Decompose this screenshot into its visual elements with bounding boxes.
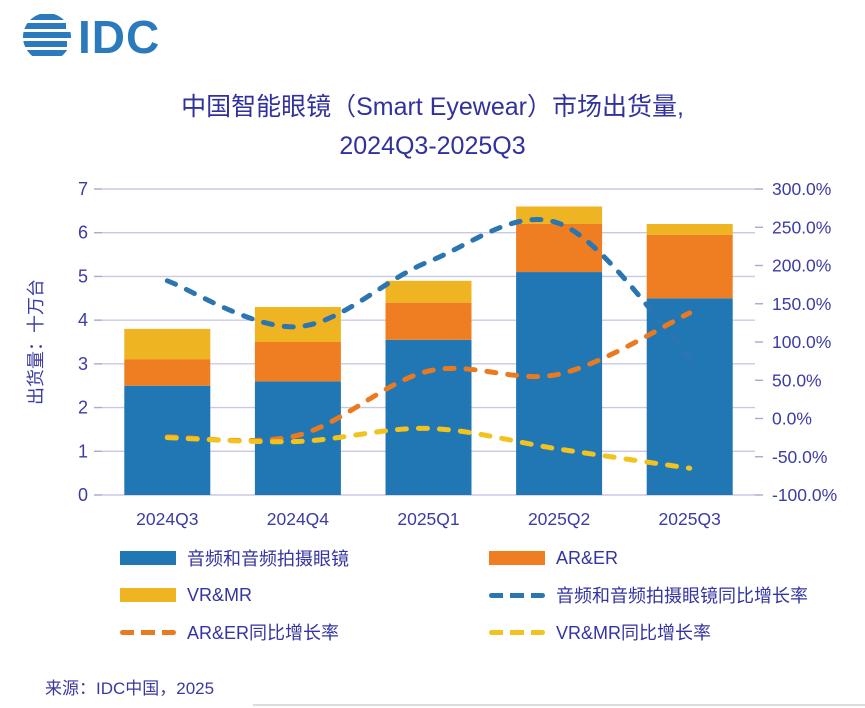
legend-label-audio-glasses-yoy: 音频和音频拍摄眼镜同比增长率 [556, 586, 808, 606]
x-axis-label: 2024Q4 [267, 509, 330, 529]
x-axis-label: 2025Q2 [528, 509, 590, 529]
left-axis-tick-label: 1 [78, 441, 88, 461]
bar-2025Q1-AR&ER [385, 302, 472, 340]
right-axis-tick-label: -50.0% [772, 447, 827, 467]
left-axis-tick-label: 6 [78, 223, 88, 243]
idc-globe-icon [23, 14, 71, 56]
x-axis-label: 2024Q3 [136, 509, 198, 529]
legend-swatch-vr-mr-yoy-icon [489, 629, 545, 635]
right-axis-tick-label: 300.0% [772, 179, 831, 199]
chart-legend: 音频和音频拍摄眼镜 AR&ER VR&MR 音频和音频拍摄眼镜同比增长率 AR&… [120, 548, 820, 643]
legend-swatch-vr-mr-icon [120, 588, 176, 602]
bar-2025Q1-VR&MR [385, 280, 472, 303]
source-note: 来源：IDC中国，2025 [45, 679, 215, 698]
line-VR&MR同比增长率 [164, 425, 693, 471]
left-axis-tick-label: 5 [78, 266, 88, 286]
legend-swatch-ar-er-yoy-icon [120, 629, 176, 635]
chart-title-line1: 中国智能眼镜（Smart Eyewear）市场出货量, [181, 93, 684, 121]
left-axis-tick-label: 2 [78, 398, 88, 418]
left-axis-tick-label: 7 [78, 179, 88, 199]
chart-title-line2: 2024Q3-2025Q3 [339, 132, 526, 160]
bottom-divider [253, 704, 865, 706]
x-axis-label: 2025Q1 [397, 509, 459, 529]
left-axis-tick-label: 4 [78, 310, 88, 330]
bar-2024Q4-音频和音频拍摄眼镜 [254, 381, 341, 495]
right-axis-tick-label: 250.0% [772, 217, 831, 237]
bar-2025Q2-AR&ER [516, 223, 603, 273]
legend-label-vr-mr: VR&MR [187, 584, 253, 605]
legend-swatch-audio-glasses-icon [120, 551, 176, 565]
bar-2025Q3-VR&MR [646, 223, 733, 235]
chart-area: 0 1 2 3 4 5 6 7 300.0% 250.0% 200.0% 150.0% 100.0% 50… [0, 170, 865, 550]
bar-2025Q3-AR&ER [646, 234, 733, 299]
line-音频和音频拍摄眼镜同比增长率 [164, 217, 693, 360]
right-axis-tick-label: 200.0% [772, 256, 831, 276]
right-axis-tick-label: 50.0% [772, 370, 822, 390]
right-axis-tick-label: 0.0% [772, 409, 812, 429]
legend-item-audio-glasses-yoy: 音频和音频拍摄眼镜同比增长率 [489, 585, 820, 606]
left-axis-title: 出货量：十万台 [26, 279, 46, 405]
right-axis-tick-label: -100.0% [772, 485, 837, 505]
legend-label-vr-mr-yoy: VR&MR同比增长率 [556, 623, 712, 643]
bar-2025Q2-音频和音频拍摄眼镜 [516, 272, 603, 495]
legend-item-ar-er: AR&ER [489, 548, 820, 568]
legend-item-audio-glasses: 音频和音频拍摄眼镜 [120, 548, 489, 569]
bar-2024Q3-AR&ER [124, 359, 211, 386]
idc-logo: IDC [22, 12, 160, 62]
legend-label-ar-er: AR&ER [556, 547, 619, 568]
chart-svg: 0 1 2 3 4 5 6 7 300.0% 250.0% 200.0% 150.0% 100.0% 50… [26, 179, 837, 529]
legend-item-ar-er-yoy: AR&ER同比增长率 [120, 622, 489, 643]
legend-label-audio-glasses: 音频和音频拍摄眼镜 [187, 549, 349, 569]
right-axis-tick-label: 150.0% [772, 294, 831, 314]
idc-logo-text: IDC [78, 11, 161, 63]
legend-item-vr-mr: VR&MR [120, 585, 489, 605]
bar-2025Q1-音频和音频拍摄眼镜 [385, 339, 472, 495]
right-axis-tick-label: 100.0% [772, 332, 831, 352]
left-axis-tick-label: 3 [78, 354, 88, 374]
legend-item-vr-mr-yoy: VR&MR同比增长率 [489, 622, 820, 643]
x-axis-label: 2025Q3 [659, 509, 721, 529]
legend-label-ar-er-yoy: AR&ER同比增长率 [187, 623, 340, 643]
bar-2025Q3-音频和音频拍摄眼镜 [646, 298, 733, 495]
legend-swatch-audio-glasses-yoy-icon [489, 592, 545, 598]
chart-title: 中国智能眼镜（Smart Eyewear）市场出货量, 2024Q3-2025Q… [0, 88, 865, 166]
left-axis-tick-label: 0 [78, 485, 88, 505]
legend-swatch-ar-er-icon [489, 551, 545, 565]
bar-2024Q3-VR&MR [124, 328, 211, 360]
bar-2024Q4-AR&ER [254, 342, 341, 382]
